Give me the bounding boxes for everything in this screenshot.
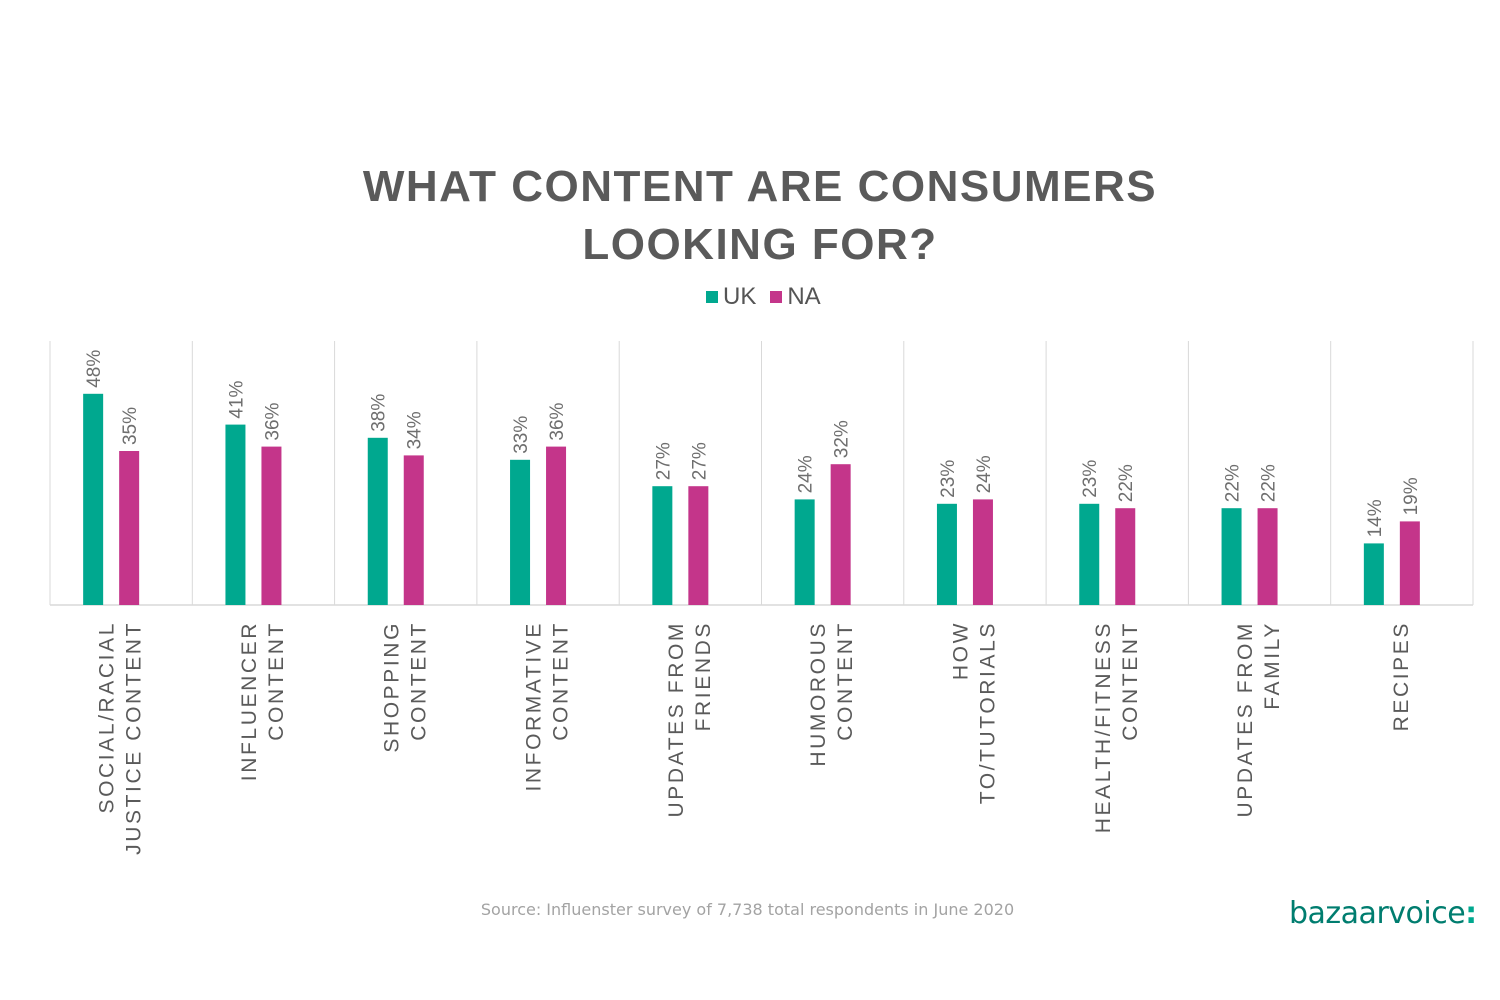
data-label-uk: 38% — [369, 394, 390, 432]
bar-uk — [83, 393, 104, 605]
bar-na — [1115, 508, 1136, 605]
bar-uk — [1079, 503, 1100, 605]
data-label-uk: 27% — [653, 442, 674, 480]
data-label-na: 19% — [1401, 477, 1422, 515]
data-label-na: 36% — [547, 402, 568, 440]
category-label: JUSTICE CONTENT — [123, 621, 146, 855]
category-label: HOW — [949, 621, 972, 680]
bar-uk — [794, 499, 815, 605]
data-label-na: 22% — [1116, 464, 1137, 502]
legend: UK NA — [706, 282, 835, 312]
chart-title-line-1: WHAT CONTENT ARE CONSUMERS — [362, 162, 1158, 211]
category-label: INFORMATIVE — [523, 621, 546, 792]
category-label: CONTENT — [1119, 621, 1142, 741]
legend-item-uk: UK — [706, 283, 756, 311]
bar-uk — [652, 486, 673, 605]
bar-na — [688, 486, 709, 605]
category-label: UPDATES FROM — [665, 621, 688, 817]
category-label: FRIENDS — [692, 621, 715, 731]
category-label: CONTENT — [265, 621, 288, 741]
legend-label-na: NA — [787, 283, 821, 310]
data-label-uk: 14% — [1365, 499, 1386, 537]
data-label-na: 27% — [689, 442, 710, 480]
data-label-uk: 33% — [511, 416, 532, 454]
category-label: INFLUENCER — [238, 621, 261, 781]
legend-label-uk: UK — [723, 283, 757, 310]
logo-mark: : — [1465, 896, 1477, 931]
bazaarvoice-logo: bazaarvoice: — [1289, 896, 1477, 931]
category-label: CONTENT — [834, 621, 857, 741]
data-label-uk: 23% — [938, 460, 959, 498]
category-label: FAMILY — [1261, 621, 1284, 710]
data-label-na: 24% — [974, 455, 995, 493]
bar-uk — [367, 437, 388, 605]
category-label: HEALTH/FITNESS — [1092, 621, 1115, 833]
bar-uk — [1221, 508, 1242, 605]
legend-swatch-na — [770, 291, 783, 303]
category-label: SOCIAL/RACIAL — [96, 621, 119, 814]
bar-na — [1399, 521, 1420, 605]
bar-uk — [225, 424, 246, 605]
bar-na — [830, 464, 851, 605]
data-label-uk: 22% — [1223, 464, 1244, 502]
data-label-uk: 48% — [84, 350, 105, 388]
legend-swatch-uk — [706, 291, 718, 303]
bar-uk — [1363, 543, 1384, 605]
category-label: SHOPPING — [380, 621, 403, 753]
data-label-na: 22% — [1259, 464, 1280, 502]
data-label-na: 32% — [832, 420, 853, 458]
bar-uk — [510, 459, 531, 605]
chart-title-line-2: LOOKING FOR? — [582, 220, 938, 269]
chart-title: WHAT CONTENT ARE CONSUMERS LOOKING FOR? — [0, 158, 1500, 274]
category-label: RECIPES — [1390, 621, 1413, 731]
bar-na — [119, 451, 140, 605]
bar-na — [972, 499, 993, 605]
data-label-na: 35% — [120, 407, 141, 445]
bar-na — [1257, 508, 1278, 605]
category-label: TO/TUTORIALS — [976, 621, 999, 804]
data-label-na: 36% — [262, 402, 283, 440]
category-label: CONTENT — [407, 621, 430, 741]
category-label: HUMOROUS — [807, 621, 830, 767]
data-label-uk: 24% — [796, 455, 817, 493]
data-label-uk: 23% — [1080, 460, 1101, 498]
category-label: CONTENT — [550, 621, 573, 741]
legend-item-na: NA — [770, 283, 821, 311]
logo-wordmark: bazaarvoice — [1289, 896, 1466, 931]
source-note: Source: Influenster survey of 7,738 tota… — [480, 900, 1015, 919]
category-label: UPDATES FROM — [1234, 621, 1257, 817]
bar-na — [403, 455, 424, 605]
data-label-uk: 41% — [226, 380, 247, 418]
bar-na — [546, 446, 567, 605]
data-label-na: 34% — [405, 411, 426, 449]
bar-uk — [936, 503, 957, 605]
bar-na — [261, 446, 282, 605]
